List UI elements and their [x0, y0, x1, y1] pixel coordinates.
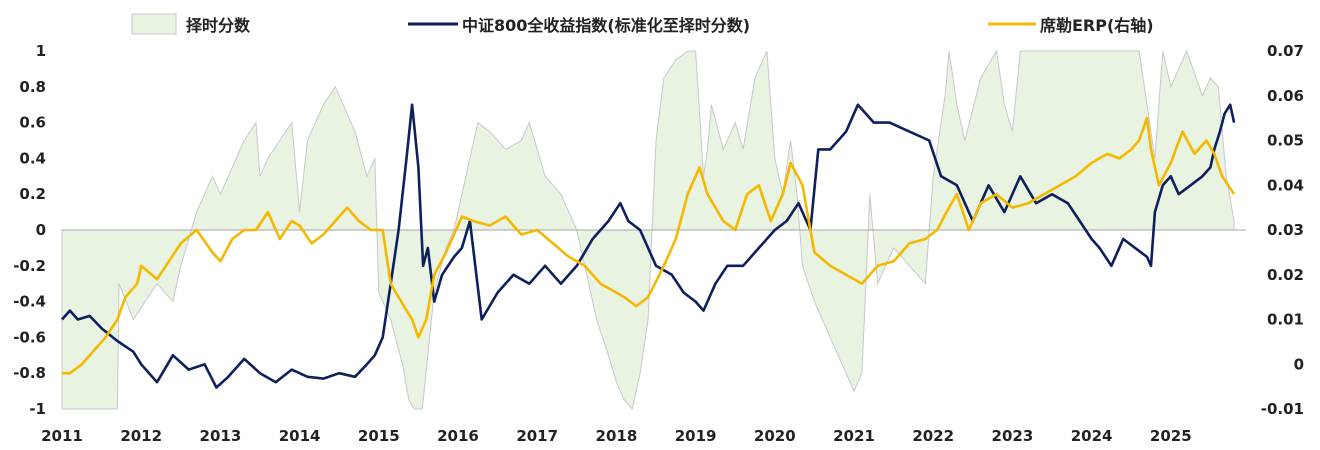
x-tick-label: 2022	[912, 427, 954, 445]
y-tick-label: -0.6	[13, 328, 46, 346]
y2-tick-label: -0.01	[1261, 400, 1304, 418]
y2-tick-label: 0.03	[1267, 221, 1304, 239]
series-csi800-line	[61, 103, 1236, 389]
y-tick-label: 0.4	[19, 149, 46, 167]
series-erp-line	[62, 116, 1236, 375]
x-tick-label: 2024	[1071, 427, 1113, 445]
x-tick-label: 2019	[675, 427, 717, 445]
y2-tick-label: 0.01	[1267, 311, 1304, 329]
x-tick-label: 2025	[1150, 427, 1192, 445]
y2-tick-label: 0	[1294, 355, 1304, 373]
y2-tick-label: 0.04	[1267, 176, 1304, 194]
legend-label-timing-score: 择时分数	[186, 16, 251, 35]
y2-tick-label: 0.05	[1267, 132, 1304, 150]
left-axis: 1 0.8 0.6 0.4 0.2 0 -0.2 -0.4 -0.6 -0.8 -1	[13, 42, 46, 418]
x-tick-label: 2020	[754, 427, 796, 445]
x-tick-label: 2018	[596, 427, 638, 445]
y2-tick-label: 0.07	[1267, 42, 1304, 60]
x-tick-label: 2012	[120, 427, 162, 445]
y-tick-label: 0	[36, 221, 46, 239]
x-tick-label: 2023	[992, 427, 1034, 445]
y2-tick-label: 0.02	[1267, 266, 1304, 284]
y-tick-label: -0.2	[13, 257, 46, 275]
legend-label-csi800: 中证800全收益指数(标准化至择时分数)	[462, 16, 750, 35]
legend-swatch-timing-score	[131, 13, 177, 35]
x-tick-label: 2013	[200, 427, 242, 445]
y-tick-label: 0.6	[19, 114, 46, 132]
y2-tick-label: 0.06	[1267, 87, 1304, 105]
x-tick-label: 2014	[279, 427, 321, 445]
y-tick-label: 0.2	[19, 185, 46, 203]
legend-label-erp: 席勒ERP(右轴)	[1040, 16, 1154, 35]
x-tick-label: 2016	[437, 427, 479, 445]
x-tick-label: 2017	[516, 427, 558, 445]
x-tick-label: 2011	[41, 427, 83, 445]
y-tick-label: -0.4	[13, 293, 46, 311]
y-tick-label: -1	[29, 400, 46, 418]
y-tick-label: 1	[36, 42, 46, 60]
legend: 择时分数 中证800全收益指数(标准化至择时分数) 席勒ERP(右轴)	[131, 13, 1154, 35]
x-tick-label: 2015	[358, 427, 400, 445]
x-axis: 2011 2012 2013 2014 2015 2016 2017 2018 2019 2020…	[41, 427, 1192, 445]
right-axis: 0.07 0.06 0.05 0.04 0.03 0.02 0.01 0 -0.01	[1261, 42, 1304, 418]
y-tick-label: -0.8	[13, 364, 46, 382]
x-tick-label: 2021	[833, 427, 875, 445]
plot-area	[61, 49, 1246, 411]
y-tick-label: 0.8	[19, 78, 46, 96]
